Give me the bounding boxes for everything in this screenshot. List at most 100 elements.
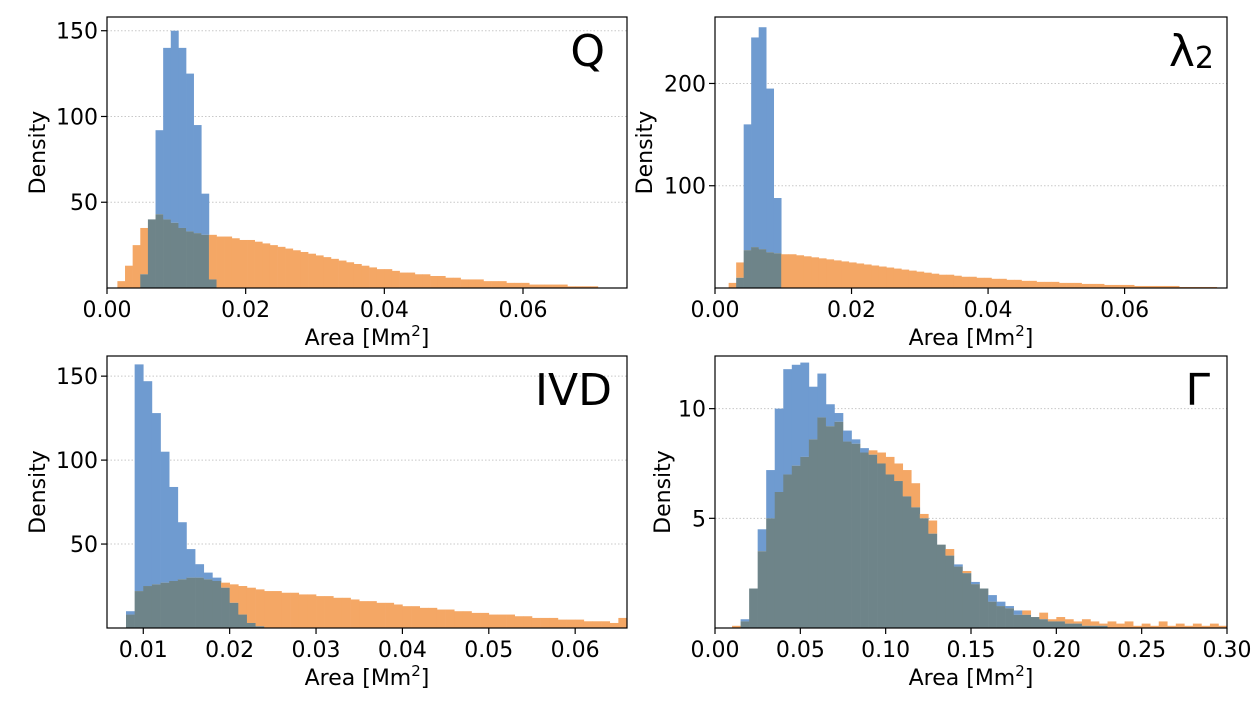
overlap-bar	[169, 580, 179, 628]
orange-bar	[359, 601, 369, 628]
blue-bar	[860, 448, 869, 453]
orange-bar	[506, 614, 516, 628]
orange-bar	[1218, 625, 1228, 628]
orange-bar	[281, 592, 291, 628]
x-tick-label: 0.05	[464, 638, 513, 663]
orange-bar	[315, 255, 324, 288]
orange-bar	[117, 281, 126, 288]
orange-bar	[376, 602, 386, 628]
orange-bar	[462, 611, 472, 628]
orange-bar	[931, 273, 940, 288]
blue-bar	[757, 529, 767, 552]
blue-bar	[834, 413, 844, 422]
orange-bar	[224, 236, 233, 288]
x-axis-label: Area [Mm2]	[909, 662, 1034, 691]
orange-bar	[1141, 285, 1150, 288]
orange-bar	[491, 281, 500, 288]
panel-3: 0.00 0.05 0.10 0.15 0.20 0.25 0.30 5 10 Area [Mm2…	[651, 355, 1251, 691]
y-tick-label: 100	[56, 105, 98, 130]
panel-title: λ2	[1169, 26, 1214, 77]
orange-bar	[559, 284, 568, 288]
blue-bar	[195, 564, 205, 578]
orange-bar	[1116, 623, 1125, 628]
overlap-bar	[151, 584, 161, 628]
orange-bar	[871, 265, 880, 288]
orange-bar	[238, 586, 248, 615]
x-tick-label: 0.04	[360, 298, 409, 323]
orange-bar	[848, 262, 857, 288]
y-tick-label: 100	[56, 449, 98, 474]
overlap-bar	[178, 227, 187, 288]
x-tick-label: 0.06	[1100, 298, 1149, 323]
orange-bar	[1192, 623, 1202, 628]
overlap-bar	[1073, 623, 1083, 628]
x-tick-label: 0.02	[221, 298, 270, 323]
orange-bar	[422, 274, 431, 288]
orange-bar	[549, 617, 559, 628]
orange-bar	[1022, 610, 1032, 615]
orange-bar	[893, 268, 902, 288]
overlap-bar	[751, 247, 759, 288]
orange-bar	[567, 286, 576, 288]
y-tick-label: 100	[664, 175, 706, 200]
y-tick-label: 5	[692, 507, 706, 532]
overlap-bar	[851, 443, 861, 628]
orange-bar	[878, 266, 887, 288]
orange-bar	[916, 271, 925, 288]
blue-bar	[151, 413, 161, 585]
orange-bar	[521, 282, 530, 288]
x-tick-label: 0.01	[119, 638, 168, 663]
overlap-bar	[1090, 625, 1100, 628]
overlap-bar	[962, 573, 972, 628]
overlap-bar	[736, 277, 744, 288]
orange-bar	[298, 594, 308, 628]
overlap-bar	[766, 252, 775, 288]
overlap-bar	[834, 421, 844, 628]
orange-bar	[1047, 619, 1057, 622]
blue-bar	[201, 193, 210, 235]
x-tick-label: 0.00	[691, 638, 740, 663]
overlap-bar	[1039, 619, 1049, 628]
orange-bar	[1029, 280, 1037, 288]
overlap-bar	[902, 496, 912, 628]
orange-bar	[566, 619, 576, 628]
orange-bar	[254, 241, 263, 288]
orange-bar	[338, 260, 347, 288]
orange-bar	[361, 265, 370, 288]
blue-bar	[851, 439, 861, 444]
orange-bar	[1051, 281, 1060, 288]
orange-bar	[513, 282, 522, 288]
orange-bar	[419, 607, 429, 628]
orange-bar	[788, 254, 797, 288]
orange-bar	[911, 483, 921, 508]
orange-bar	[1074, 282, 1082, 288]
orange-bar	[1134, 285, 1142, 288]
orange-bar	[592, 621, 602, 628]
panel-0: 0.00 0.02 0.04 0.06 50 100 150 Area [Mm2] Densit…	[26, 16, 628, 351]
overlap-bar	[140, 274, 149, 288]
blue-bar	[212, 577, 222, 581]
orange-bar	[269, 245, 278, 288]
orange-bar	[307, 594, 317, 628]
orange-bar	[1141, 623, 1151, 628]
orange-bar	[407, 272, 416, 288]
overlap-bar	[758, 249, 767, 288]
orange-bar	[1073, 621, 1083, 624]
orange-bar	[414, 274, 423, 288]
overlap-bar	[126, 614, 135, 628]
overlap-bar	[255, 626, 265, 628]
overlap-bar	[1005, 608, 1014, 628]
blue-bar	[740, 619, 750, 622]
orange-bar	[885, 456, 895, 475]
orange-bar	[1111, 284, 1120, 288]
y-tick-label: 150	[56, 20, 98, 45]
orange-bar	[1156, 285, 1165, 288]
overlap-bar	[143, 586, 153, 628]
overlap-bar	[1022, 614, 1032, 628]
orange-bar	[575, 286, 583, 288]
orange-bar	[231, 238, 240, 288]
orange-bar	[1096, 283, 1105, 288]
orange-bar	[471, 612, 481, 628]
panel-2: 0.01 0.02 0.03 0.04 0.05 0.06 50 100 150 Area [Mm…	[26, 355, 628, 691]
orange-bar	[1039, 612, 1049, 620]
